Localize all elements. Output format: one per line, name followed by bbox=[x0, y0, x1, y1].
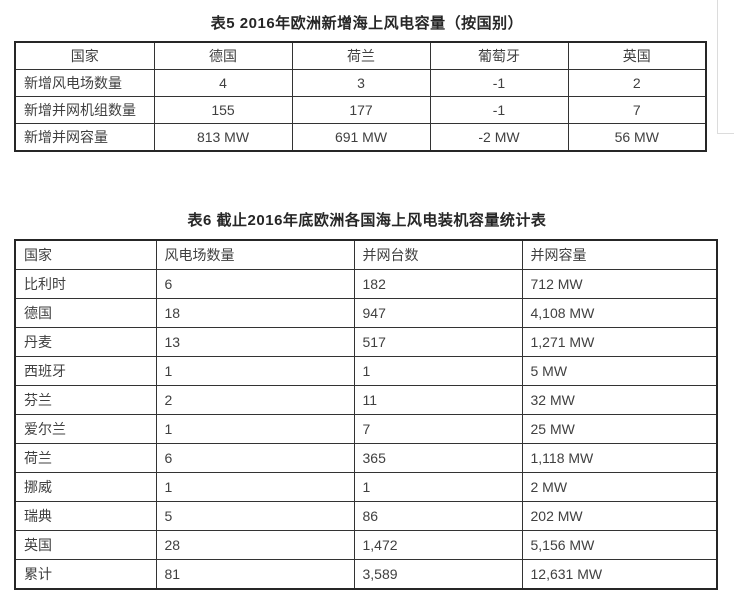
table6-cell: 7 bbox=[353, 414, 523, 444]
table6-row: 瑞典 5 86 202 MW bbox=[14, 501, 718, 531]
table5-cell: -1 bbox=[429, 96, 569, 124]
table6-cell: 13 bbox=[155, 327, 355, 357]
table6-column-header: 国家 bbox=[14, 239, 157, 270]
table6-cell: 365 bbox=[353, 443, 523, 473]
table6-country-cell: 比利时 bbox=[14, 269, 157, 299]
table6-row: 丹麦 13 517 1,271 MW bbox=[14, 327, 718, 357]
table5-row-label: 新增并网容量 bbox=[14, 123, 155, 152]
table6-cell: 1,118 MW bbox=[521, 443, 718, 473]
table6-country-cell: 荷兰 bbox=[14, 443, 157, 473]
table6-country-cell: 芬兰 bbox=[14, 385, 157, 415]
table6-cell: 32 MW bbox=[521, 385, 718, 415]
table5-cell: 2 bbox=[567, 69, 707, 97]
table6-cell: 182 bbox=[353, 269, 523, 299]
table6-row: 英国 28 1,472 5,156 MW bbox=[14, 530, 718, 560]
table5-row: 新增并网机组数量 155 177 -1 7 bbox=[14, 96, 707, 124]
table6-column-header: 并网容量 bbox=[521, 239, 718, 270]
table6-row: 德国 18 947 4,108 MW bbox=[14, 298, 718, 328]
table6-total-row: 累计 81 3,589 12,631 MW bbox=[14, 559, 718, 590]
table5-cell: -1 bbox=[429, 69, 569, 97]
table5-cell: 7 bbox=[567, 96, 707, 124]
table6-cell: 81 bbox=[155, 559, 355, 590]
table5-header-row: 国家 德国 荷兰 葡萄牙 英国 bbox=[14, 41, 707, 70]
page-edge-artifact-horizontal bbox=[717, 133, 734, 134]
table5-cell: 691 MW bbox=[291, 123, 431, 152]
table6-row: 西班牙 1 1 5 MW bbox=[14, 356, 718, 386]
table5-title: 表5 2016年欧洲新增海上风电容量（按国别） bbox=[210, 15, 524, 32]
table6-cell: 202 MW bbox=[521, 501, 718, 531]
page-edge-artifact-vertical bbox=[717, 0, 718, 133]
table6-cell: 3,589 bbox=[353, 559, 523, 590]
table6-cell: 1 bbox=[353, 356, 523, 386]
table6-cell: 1,271 MW bbox=[521, 327, 718, 357]
table5-cell: 4 bbox=[153, 69, 293, 97]
table5-column-header: 英国 bbox=[567, 41, 707, 70]
table6-row: 芬兰 2 11 32 MW bbox=[14, 385, 718, 415]
table5-cell: -2 MW bbox=[429, 123, 569, 152]
table5-cell: 155 bbox=[153, 96, 293, 124]
table5-cell: 813 MW bbox=[153, 123, 293, 152]
table6-cell: 712 MW bbox=[521, 269, 718, 299]
table6-cell: 6 bbox=[155, 443, 355, 473]
table6-row: 荷兰 6 365 1,118 MW bbox=[14, 443, 718, 473]
table6-cell: 1 bbox=[155, 472, 355, 502]
table6-cell: 1 bbox=[353, 472, 523, 502]
table6-country-cell: 西班牙 bbox=[14, 356, 157, 386]
table6-country-cell: 累计 bbox=[14, 559, 157, 590]
new-offshore-capacity-table: 国家 德国 荷兰 葡萄牙 英国 新增风电场数量 4 3 -1 2 新增并网机组数… bbox=[14, 41, 707, 152]
table6-cell: 947 bbox=[353, 298, 523, 328]
table6-column-header: 风电场数量 bbox=[155, 239, 355, 270]
table6-row: 比利时 6 182 712 MW bbox=[14, 269, 718, 299]
table5-column-header: 德国 bbox=[153, 41, 293, 70]
table6-title: 表6 截止2016年底欧洲各国海上风电装机容量统计表 bbox=[187, 212, 547, 229]
table6-cell: 11 bbox=[353, 385, 523, 415]
table6-cell: 18 bbox=[155, 298, 355, 328]
table5-row: 新增风电场数量 4 3 -1 2 bbox=[14, 69, 707, 97]
table5-column-header: 葡萄牙 bbox=[429, 41, 569, 70]
table6-cell: 6 bbox=[155, 269, 355, 299]
table6-country-cell: 挪威 bbox=[14, 472, 157, 502]
table6-cell: 2 bbox=[155, 385, 355, 415]
table5-row: 新增并网容量 813 MW 691 MW -2 MW 56 MW bbox=[14, 123, 707, 152]
table6-cell: 1 bbox=[155, 356, 355, 386]
table6-row: 爱尔兰 1 7 25 MW bbox=[14, 414, 718, 444]
table6-cell: 28 bbox=[155, 530, 355, 560]
table6-cell: 5,156 MW bbox=[521, 530, 718, 560]
table5-cell: 177 bbox=[291, 96, 431, 124]
cumulative-offshore-capacity-table: 国家 风电场数量 并网台数 并网容量 比利时 6 182 712 MW 德国 1… bbox=[14, 239, 718, 590]
table6-row: 挪威 1 1 2 MW bbox=[14, 472, 718, 502]
table6-header-row: 国家 风电场数量 并网台数 并网容量 bbox=[14, 239, 718, 270]
table6-cell: 5 bbox=[155, 501, 355, 531]
table6-column-header: 并网台数 bbox=[353, 239, 523, 270]
table6-cell: 5 MW bbox=[521, 356, 718, 386]
table6-country-cell: 瑞典 bbox=[14, 501, 157, 531]
table5-column-header: 荷兰 bbox=[291, 41, 431, 70]
table6-cell: 517 bbox=[353, 327, 523, 357]
table6-country-cell: 爱尔兰 bbox=[14, 414, 157, 444]
table6-cell: 12,631 MW bbox=[521, 559, 718, 590]
table5-row-label: 新增并网机组数量 bbox=[14, 96, 155, 124]
table6-cell: 1,472 bbox=[353, 530, 523, 560]
table6-cell: 2 MW bbox=[521, 472, 718, 502]
table6-country-cell: 丹麦 bbox=[14, 327, 157, 357]
table6-cell: 25 MW bbox=[521, 414, 718, 444]
table5-cell: 3 bbox=[291, 69, 431, 97]
table6-cell: 1 bbox=[155, 414, 355, 444]
table5-cell: 56 MW bbox=[567, 123, 707, 152]
table6-country-cell: 德国 bbox=[14, 298, 157, 328]
table6-cell: 4,108 MW bbox=[521, 298, 718, 328]
table6-cell: 86 bbox=[353, 501, 523, 531]
table6-country-cell: 英国 bbox=[14, 530, 157, 560]
table5-column-header: 国家 bbox=[14, 41, 155, 70]
table5-row-label: 新增风电场数量 bbox=[14, 69, 155, 97]
